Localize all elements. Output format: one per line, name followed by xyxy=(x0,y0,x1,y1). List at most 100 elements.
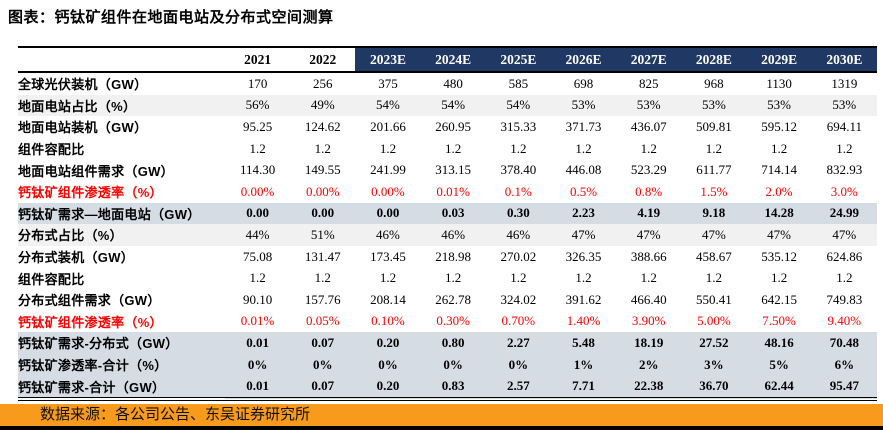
data-cell: 2.0% xyxy=(765,183,793,199)
data-cell: 5% xyxy=(769,356,789,372)
data-cell: 46% xyxy=(441,226,466,242)
data-cell: 54% xyxy=(376,97,400,113)
data-table: 2021 2022 2023E 2024E 2025E 2026E 2027E 2028E 20… xyxy=(18,46,877,401)
data-cell: 53% xyxy=(571,97,596,113)
row-label: 分布式装机（GW） xyxy=(18,250,135,266)
data-cell: 585 xyxy=(508,75,529,91)
data-cell: 0.00% xyxy=(371,183,405,199)
data-cell: 0.01% xyxy=(436,183,470,199)
table-body: 全球光伏装机（GW） 170 256 375 480 585 698 825 968 1130 13… xyxy=(18,72,877,399)
data-cell: 201.66 xyxy=(370,118,406,134)
data-cell: 170 xyxy=(247,75,268,91)
data-cell: 5.00% xyxy=(697,313,731,329)
data-cell: 22.38 xyxy=(634,378,664,394)
data-cell: 3.90% xyxy=(631,313,666,329)
data-cell: 0% xyxy=(508,356,529,372)
year-column-header: 2027E xyxy=(616,47,682,73)
year-column-header: 2021 xyxy=(225,47,291,73)
data-cell: 46% xyxy=(376,226,400,242)
data-cell: 458.67 xyxy=(696,248,732,264)
year-column-header: 2029E xyxy=(746,47,812,73)
table-row: 钙钛矿需求-合计（GW） 0.01 0.07 0.20 0.83 2.57 7.71 22.3… xyxy=(18,375,877,399)
table-row: 组件容配比 1.2 1.2 1.2 1.2 1.2 1.2 1.2 1.2 1.2 1.2 xyxy=(18,138,877,160)
table-row: 地面电站装机（GW） 95.25 124.62 201.66 260.95 315.33 3… xyxy=(18,116,877,138)
table-row: 钙钛矿组件渗透率（%） 0.00% 0.00% 0.00% 0.01% 0.1% 0.5% 0… xyxy=(18,181,877,203)
row-label: 钙钛矿渗透率-合计（%） xyxy=(18,358,168,374)
data-cell: 95.47 xyxy=(829,378,859,394)
data-cell: 0.01% xyxy=(240,313,275,329)
row-label: 钙钛矿需求—地面电站（GW） xyxy=(18,206,201,222)
row-label: 钙钛矿组件渗透率（%） xyxy=(18,185,163,201)
data-cell: 49% xyxy=(310,97,335,113)
data-cell: 1130 xyxy=(766,75,792,91)
data-cell: 0.20 xyxy=(376,334,400,350)
data-cell: 0.07 xyxy=(311,378,335,394)
table-row: 钙钛矿需求-分布式（GW） 0.01 0.07 0.20 0.80 2.27 5.48 18.… xyxy=(18,332,877,354)
row-label: 钙钛矿组件渗透率（%） xyxy=(18,314,163,330)
data-cell: 54% xyxy=(441,97,466,113)
data-cell: 1% xyxy=(573,356,594,372)
data-cell: 1.2 xyxy=(510,140,527,156)
data-cell: 1.2 xyxy=(249,140,266,156)
table-row: 分布式装机（GW） 75.08 131.47 173.45 218.98 270.02 32… xyxy=(18,246,877,268)
data-cell: 2.23 xyxy=(572,205,595,221)
data-cell: 7.71 xyxy=(572,378,595,394)
table-header: 2021 2022 2023E 2024E 2025E 2026E 2027E 2028E 20… xyxy=(18,47,877,73)
data-cell: 0.01 xyxy=(246,334,269,350)
data-cell: 9.40% xyxy=(827,313,862,329)
data-cell: 0% xyxy=(247,356,268,372)
data-cell: 70.48 xyxy=(829,334,859,350)
data-cell: 53% xyxy=(767,97,792,113)
data-cell: 256 xyxy=(313,75,333,91)
table-row: 分布式组件需求（GW） 90.10 157.76 208.14 262.78 324.02… xyxy=(18,289,877,311)
data-cell: 1.2 xyxy=(705,270,723,286)
data-cell: 149.55 xyxy=(304,162,341,178)
data-cell: 62.44 xyxy=(764,378,794,394)
table-row: 分布式占比（%） 44% 51% 46% 46% 46% 47% 47% 47% 47% 47% xyxy=(18,224,877,246)
data-cell: 47% xyxy=(636,226,661,242)
data-cell: 0.30% xyxy=(436,313,470,329)
data-cell: 5.48 xyxy=(572,334,595,350)
data-cell: 446.08 xyxy=(565,162,602,178)
data-cell: 2.27 xyxy=(506,334,530,350)
row-label: 全球光伏装机（GW） xyxy=(18,77,148,93)
data-cell: 371.73 xyxy=(565,118,602,134)
table-row: 钙钛矿渗透率-合计（%） 0% 0% 0% 0% 0% 1% 2% 3% 5% 6% xyxy=(18,353,877,376)
source-bar: 数据来源：各公司公告、东吴证券研究所 xyxy=(0,404,883,426)
data-cell: 218.98 xyxy=(435,248,472,264)
data-cell: 0.05% xyxy=(305,313,340,329)
data-cell: 131.47 xyxy=(304,248,341,264)
data-cell: 1.2 xyxy=(314,140,331,156)
data-cell: 53% xyxy=(636,97,661,113)
data-cell: 44% xyxy=(245,226,270,242)
data-cell: 262.78 xyxy=(435,291,472,307)
data-cell: 2.57 xyxy=(506,378,530,394)
data-cell: 1.2 xyxy=(575,270,592,286)
data-cell: 0.30 xyxy=(506,205,530,221)
data-cell: 53% xyxy=(832,97,857,113)
table-row: 组件容配比 1.2 1.2 1.2 1.2 1.2 1.2 1.2 1.2 1.2 1.2 xyxy=(18,267,877,289)
data-cell: 3% xyxy=(704,356,724,372)
data-cell: 1.2 xyxy=(314,270,331,286)
data-cell: 388.66 xyxy=(630,248,667,264)
data-cell: 1.2 xyxy=(249,270,266,286)
data-cell: 0.8% xyxy=(635,183,663,199)
data-cell: 698 xyxy=(573,75,594,91)
row-label: 钙钛矿需求-合计（GW） xyxy=(18,379,166,395)
table-container: 2021 2022 2023E 2024E 2025E 2026E 2027E 2028E 20… xyxy=(18,46,877,401)
data-cell: 0% xyxy=(378,356,398,372)
data-cell: 24.99 xyxy=(829,205,859,221)
row-label: 分布式占比（%） xyxy=(18,228,123,244)
data-cell: 157.76 xyxy=(304,291,341,307)
data-cell: 1.2 xyxy=(836,270,853,286)
table-row: 钙钛矿需求—地面电站（GW） 0.00 0.00 0.00 0.03 0.30 2.23 4.… xyxy=(18,202,877,225)
data-cell: 47% xyxy=(701,226,726,242)
data-cell: 480 xyxy=(443,75,463,91)
table-row: 钙钛矿组件渗透率（%） 0.01% 0.05% 0.10% 0.30% 0.70% 1.40… xyxy=(18,311,877,333)
data-cell: 466.40 xyxy=(630,291,667,307)
row-label: 分布式组件需求（GW） xyxy=(18,293,161,309)
data-cell: 0.00 xyxy=(246,205,269,221)
data-cell: 749.83 xyxy=(826,291,863,307)
figure-title: 图表：钙钛矿组件在地面电站及分布式空间测算 xyxy=(8,9,334,26)
